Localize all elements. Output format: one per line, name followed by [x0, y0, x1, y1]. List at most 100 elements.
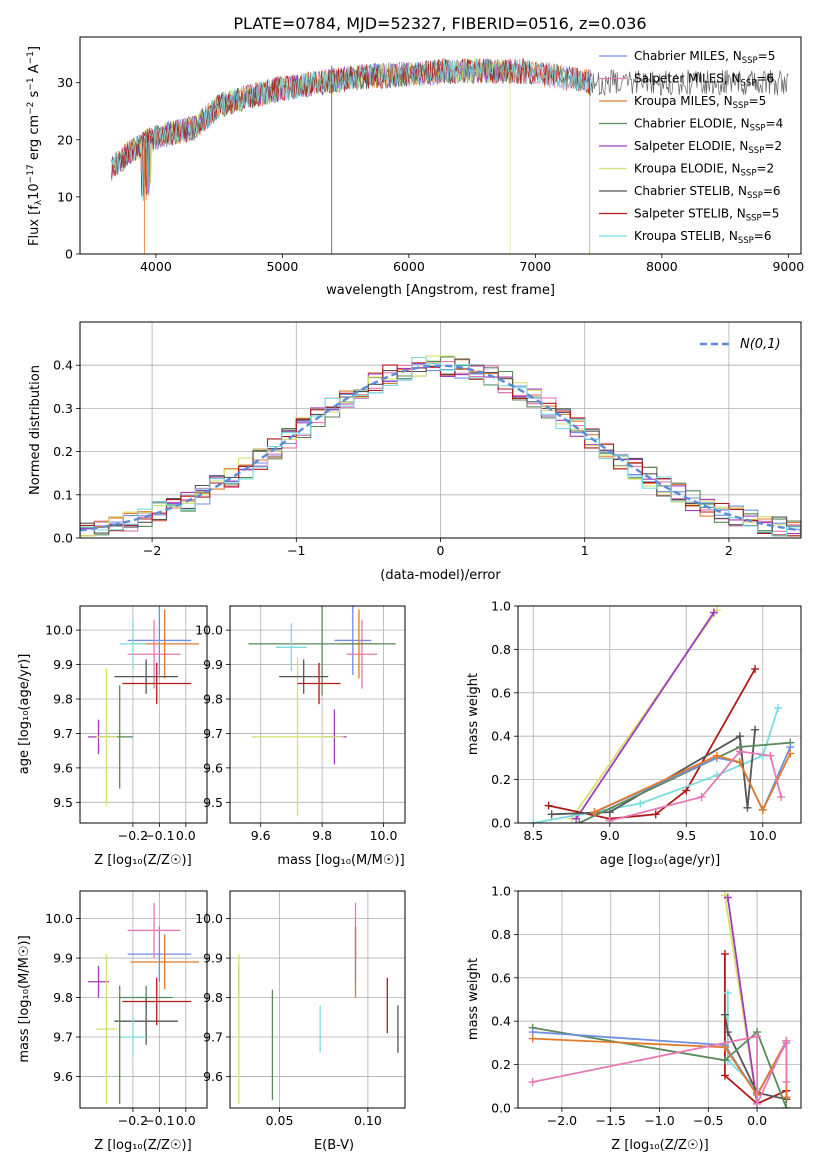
y-tick-label: 0.0 [491, 816, 511, 831]
weight-marker [766, 751, 775, 760]
x-tick-label: 8000 [646, 259, 678, 274]
x-tick-label: 2 [725, 543, 733, 558]
axes-frame [79, 321, 802, 539]
legend-label: Chabrier STELIB, NSSP=6 [634, 184, 781, 201]
weight-series-chabrier-elodie [575, 738, 795, 823]
weight-marker [753, 1099, 762, 1108]
error-point-chabrier-miles [334, 606, 372, 675]
x-axis-label: Z [log₁₀(Z/Z☉)] [94, 1138, 191, 1153]
error-point-chabrier-miles [127, 926, 192, 982]
weight-marker [720, 1071, 729, 1080]
error-point-chabrier-stelib [114, 659, 178, 694]
y-tick-label: 9.6 [53, 1069, 73, 1084]
weight-marker [751, 725, 760, 734]
y-tick-label: 0.4 [53, 358, 73, 373]
weight-line [575, 612, 715, 820]
weight-marker [682, 786, 691, 795]
x-tick-label: −1 [287, 543, 305, 558]
error-point-chabrier-miles [127, 606, 192, 675]
x-axis-label: Z [log₁₀(Z/Z☉)] [611, 1138, 708, 1153]
residuals-panel: −2 −1 0 1 2 0.0 0.1 0.2 0.3 0.4 N(0,1) (data-model)… [28, 321, 802, 583]
weight-series-salpeter-miles [605, 747, 786, 823]
weight-marker [605, 816, 614, 823]
x-tick-label: −1.0 [644, 1113, 674, 1128]
x-tick-label: 9.6 [251, 828, 271, 843]
spectrum-line-kroupa-stelib [111, 58, 592, 201]
weight-marker [636, 799, 645, 808]
weight-marker [782, 1104, 791, 1108]
x-tick-label: 7000 [519, 259, 551, 274]
x-tick-label: 8.5 [523, 828, 543, 843]
axes-frame [517, 605, 802, 824]
x-tick-label: 0.05 [266, 1113, 294, 1128]
weight-marker [777, 792, 786, 801]
y-axis-label: age [log₁₀(age/yr)] [17, 654, 32, 775]
error-bars [87, 902, 200, 1105]
legend-label: Kroupa ELODIE, NSSP=2 [634, 162, 774, 179]
weight-marker [575, 819, 584, 823]
y-tick-label: 10 [57, 189, 73, 204]
y-tick-label: 9.8 [203, 990, 223, 1005]
x-tick-label: −0.5 [693, 1113, 723, 1128]
error-point-salpeter-stelib [297, 662, 341, 705]
weight-series-salpeter-miles [528, 1032, 791, 1108]
axes-frame [517, 890, 802, 1109]
x-axis-label: (data-model)/error [380, 568, 501, 583]
weight-marker [723, 1028, 732, 1037]
error-point-chabrier-elodie [248, 606, 396, 696]
weight-marker [735, 732, 744, 741]
y-tick-label: 0.2 [53, 444, 73, 459]
y-tick-label: 0.0 [53, 531, 73, 546]
spectrum-panel: 4000 5000 6000 7000 8000 9000 0 10 20 30 Chabrier … [26, 36, 804, 298]
error-bars [238, 902, 399, 1105]
weight-marker [735, 747, 744, 756]
error-point-kroupa-elodie [95, 954, 118, 1105]
x-tick-label: 0.0 [176, 1113, 196, 1128]
error-bars [87, 606, 200, 806]
error-point-salpeter-elodie [87, 965, 110, 998]
x-tick-label: 9.5 [676, 828, 696, 843]
axes-frame [79, 605, 208, 824]
x-tick-label: 10.0 [370, 828, 398, 843]
age-vs-mass-panel: 9.6 9.8 10.0 9.5 9.6 9.7 9.8 9.9 10.0 mass [log₁₀… [195, 605, 406, 868]
error-point-salpeter-miles [346, 619, 378, 689]
x-tick-label: −0.1 [144, 1113, 174, 1128]
legend-label: Kroupa STELIB, NSSP=6 [634, 229, 772, 246]
x-tick-label: 10.0 [749, 828, 777, 843]
weight-marker [528, 1034, 537, 1043]
axes-frame [79, 36, 802, 255]
legend-label: Salpeter STELIB, NSSP=5 [634, 207, 779, 224]
y-tick-label: 9.9 [203, 951, 223, 966]
y-tick-label: 9.9 [53, 951, 73, 966]
weight-marker [720, 1010, 729, 1019]
x-tick-label: 5000 [266, 259, 298, 274]
x-tick-label: 0.0 [747, 1113, 767, 1128]
error-point-chabrier-stelib [279, 659, 329, 694]
weight-marker [529, 819, 538, 823]
error-point-kroupa-stelib [119, 1017, 147, 1057]
weight-vs-metallicity-panel: −2.0 −1.5 −1.0 −0.5 0.0 0.0 0.2 0.4 0.6 0.8 1.0 Z [… [466, 884, 802, 1153]
y-tick-label: 9.7 [203, 1029, 223, 1044]
weight-marker [753, 1032, 762, 1041]
weight-series-salpeter-stelib [544, 664, 760, 823]
error-point-kroupa-stelib [119, 619, 147, 668]
x-tick-label: 6000 [393, 259, 425, 274]
legend-label: N(0,1) [740, 337, 781, 352]
y-axis-label: mass [log₁₀(M/M☉)] [17, 935, 32, 1062]
axes-frame [229, 605, 406, 824]
legend-label: Chabrier MILES, NSSP=5 [634, 49, 775, 66]
y-tick-label: 9.7 [53, 726, 73, 741]
x-axis-label: mass [log₁₀(M/M☉)] [277, 853, 404, 868]
y-tick-label: 10.0 [195, 911, 223, 926]
weight-lines [528, 891, 791, 1108]
y-tick-label: 0.0 [491, 1101, 511, 1116]
axes-frame [79, 890, 208, 1109]
weight-series-salpeter-elodie [572, 608, 718, 823]
y-axis-label: mass weight [466, 958, 481, 1040]
x-tick-label: −2.0 [547, 1113, 577, 1128]
spectrum-lines [111, 57, 789, 254]
weight-marker [720, 1056, 729, 1065]
weight-marker [774, 703, 783, 712]
legend-label: Salpeter MILES, NSSP=6 [634, 72, 774, 89]
weight-marker [723, 988, 732, 997]
